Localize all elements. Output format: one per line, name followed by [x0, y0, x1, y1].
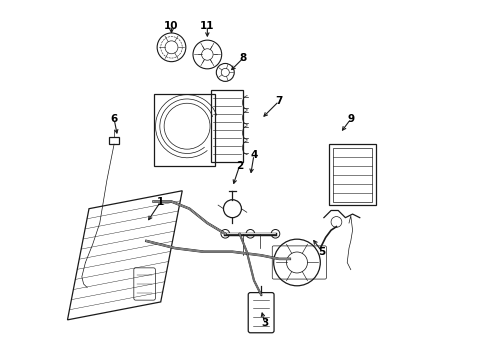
Bar	[329, 144, 376, 205]
Text: 1: 1	[157, 197, 164, 207]
Text: 6: 6	[110, 114, 118, 124]
Text: 5: 5	[318, 247, 326, 257]
Bar	[153, 94, 215, 166]
Bar	[333, 148, 372, 202]
Text: 10: 10	[164, 21, 179, 31]
Text: 4: 4	[250, 150, 258, 160]
Bar	[109, 137, 120, 144]
Circle shape	[221, 229, 230, 238]
Text: 3: 3	[261, 319, 269, 328]
Text: 11: 11	[200, 21, 215, 31]
Text: 9: 9	[347, 114, 354, 124]
Text: 8: 8	[240, 53, 247, 63]
Circle shape	[246, 229, 255, 238]
Text: 7: 7	[275, 96, 283, 106]
Bar	[211, 90, 243, 162]
Circle shape	[271, 229, 280, 238]
Text: 2: 2	[236, 161, 243, 171]
